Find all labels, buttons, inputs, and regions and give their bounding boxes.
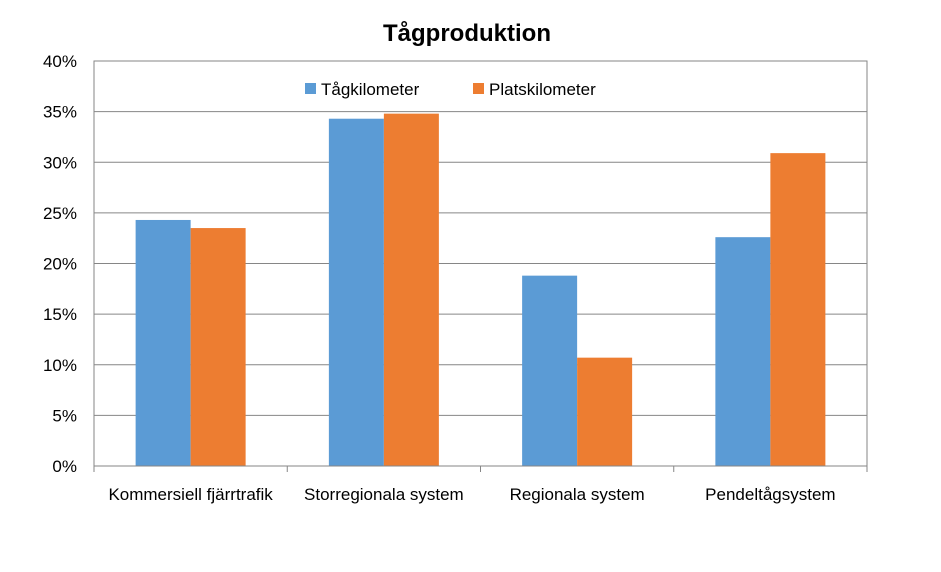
bar-tagkilometer — [328, 118, 384, 467]
x-category-label: Regionala system — [510, 485, 645, 504]
y-tick-label: 15% — [43, 305, 77, 324]
bar-platskilometer — [577, 357, 633, 466]
y-tick-label: 10% — [43, 356, 77, 375]
y-tick-label: 30% — [43, 153, 77, 172]
x-category-label: Storregionala system — [304, 485, 464, 504]
legend-swatch — [305, 83, 316, 94]
y-axis-ticks: 0% 5% 10% 15% 20% 25% 30% 35% 40% — [43, 52, 77, 476]
legend: Tågkilometer Platskilometer — [305, 80, 596, 99]
y-tick-label: 0% — [52, 457, 77, 476]
x-axis — [93, 465, 868, 472]
y-tick-label: 40% — [43, 52, 77, 71]
bar-platskilometer — [383, 113, 439, 467]
bar-platskilometer — [190, 228, 246, 466]
legend-label: Tågkilometer — [321, 80, 420, 99]
legend-swatch — [473, 83, 484, 94]
x-category-label: Kommersiell fjärrtrafik — [108, 485, 273, 504]
bar-tagkilometer — [715, 237, 771, 466]
y-tick-label: 25% — [43, 204, 77, 223]
y-tick-label: 20% — [43, 255, 77, 274]
x-category-label: Pendeltågsystem — [705, 485, 835, 504]
y-tick-label: 35% — [43, 103, 77, 122]
bars — [135, 113, 826, 467]
bar-tagkilometer — [135, 219, 191, 466]
legend-label: Platskilometer — [489, 80, 596, 99]
bar-platskilometer — [770, 153, 826, 466]
y-tick-label: 5% — [52, 406, 77, 425]
x-axis-labels: Kommersiell fjärrtrafik Storregionala sys… — [108, 485, 835, 504]
chart-title: Tågproduktion — [383, 20, 551, 47]
bar-tagkilometer — [522, 275, 578, 466]
